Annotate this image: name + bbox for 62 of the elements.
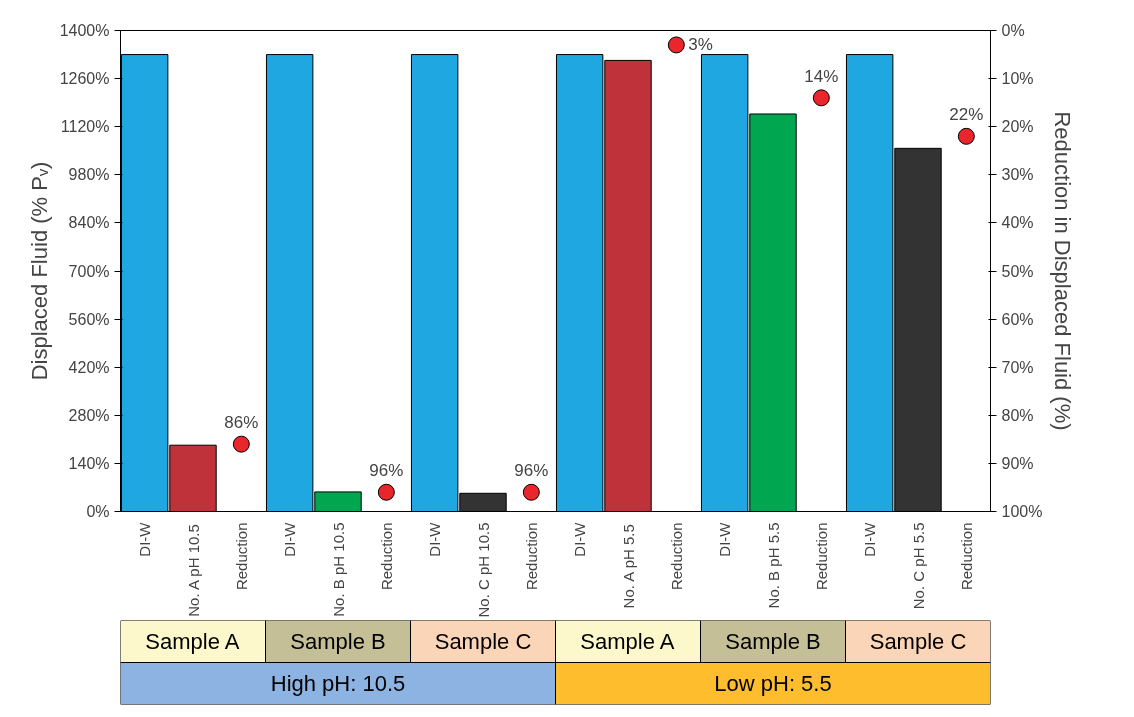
x-tick-label: No. B pH 10.5 bbox=[329, 522, 347, 617]
y-tick-label: 980% bbox=[68, 166, 110, 184]
y-tick-label: 560% bbox=[68, 310, 110, 328]
y-tick-label: 700% bbox=[68, 262, 110, 280]
point bbox=[812, 89, 830, 107]
y-tick-label: 1260% bbox=[59, 70, 110, 88]
point bbox=[522, 483, 540, 501]
data-label: 96% bbox=[369, 461, 404, 481]
y-axis-title: Displaced Fluid (% Pᵥ) bbox=[26, 161, 52, 381]
y-tick-label: 140% bbox=[68, 454, 110, 472]
x-tick-label: No. C pH 10.5 bbox=[474, 522, 492, 618]
point bbox=[232, 435, 250, 453]
y-tick-label: 420% bbox=[68, 358, 110, 376]
text: Sample A bbox=[580, 629, 675, 654]
x-tick-label: Reduction bbox=[667, 522, 685, 591]
y2-tick-label: 20% bbox=[1001, 118, 1034, 136]
text: Low pH: 5.5 bbox=[714, 671, 832, 696]
x-tick-label: DI-W bbox=[571, 521, 589, 557]
data-label: 14% bbox=[804, 66, 839, 86]
point bbox=[667, 36, 685, 54]
x-tick-label: DI-W bbox=[716, 521, 734, 557]
y2-tick-label: 0% bbox=[1001, 22, 1025, 39]
y2-tick-label: 30% bbox=[1001, 166, 1034, 184]
data-label: 22% bbox=[949, 105, 984, 125]
x-tick-label: Reduction bbox=[522, 522, 540, 591]
y2-axis-title: Reduction in Displaced Fluid (%) bbox=[1050, 111, 1076, 431]
data-label: 86% bbox=[224, 413, 259, 433]
y-tick-label: 0% bbox=[86, 503, 110, 520]
text: Sample A bbox=[145, 629, 240, 654]
y2-tick-label: 90% bbox=[1001, 454, 1034, 472]
y-tick-label: 280% bbox=[68, 406, 110, 424]
x-tick-label: DI-W bbox=[136, 521, 154, 557]
y2-tick-label: 60% bbox=[1001, 310, 1034, 328]
y2-tick-label: 40% bbox=[1001, 214, 1034, 232]
x-tick-label: No. A pH 10.5 bbox=[184, 524, 202, 617]
y2-tick-label: 80% bbox=[1001, 406, 1034, 424]
data-label: 3% bbox=[688, 35, 713, 55]
y2-tick-label: 10% bbox=[1001, 70, 1034, 88]
y-tick-label: 1120% bbox=[60, 118, 110, 136]
y2-tick-label: 70% bbox=[1001, 358, 1034, 376]
x-tick-label: DI-W bbox=[426, 521, 444, 557]
text: Sample B bbox=[725, 629, 821, 654]
x-tick-label: Reduction bbox=[957, 522, 975, 591]
text: Sample C bbox=[434, 629, 532, 654]
text: Sample B bbox=[290, 629, 386, 654]
point bbox=[957, 127, 975, 145]
x-tick-label: No. B pH 5.5 bbox=[764, 522, 782, 609]
x-tick-label: No. C pH 5.5 bbox=[909, 522, 927, 610]
x-tick-label: Reduction bbox=[377, 522, 395, 591]
y2-tick-label: 50% bbox=[1001, 262, 1034, 280]
text: High pH: 10.5 bbox=[270, 671, 406, 696]
y-tick-label: 1400% bbox=[59, 22, 110, 39]
x-tick-label: No. A pH 5.5 bbox=[619, 524, 637, 609]
point bbox=[377, 483, 395, 501]
y-tick-label: 840% bbox=[68, 214, 110, 232]
y2-tick-label: 100% bbox=[1001, 503, 1043, 520]
x-tick-label: DI-W bbox=[281, 521, 299, 557]
x-tick-label: Reduction bbox=[812, 522, 830, 591]
x-tick-label: Reduction bbox=[232, 522, 250, 591]
x-tick-label: DI-W bbox=[861, 521, 879, 557]
text: Sample C bbox=[869, 629, 967, 654]
data-label: 96% bbox=[514, 461, 549, 481]
